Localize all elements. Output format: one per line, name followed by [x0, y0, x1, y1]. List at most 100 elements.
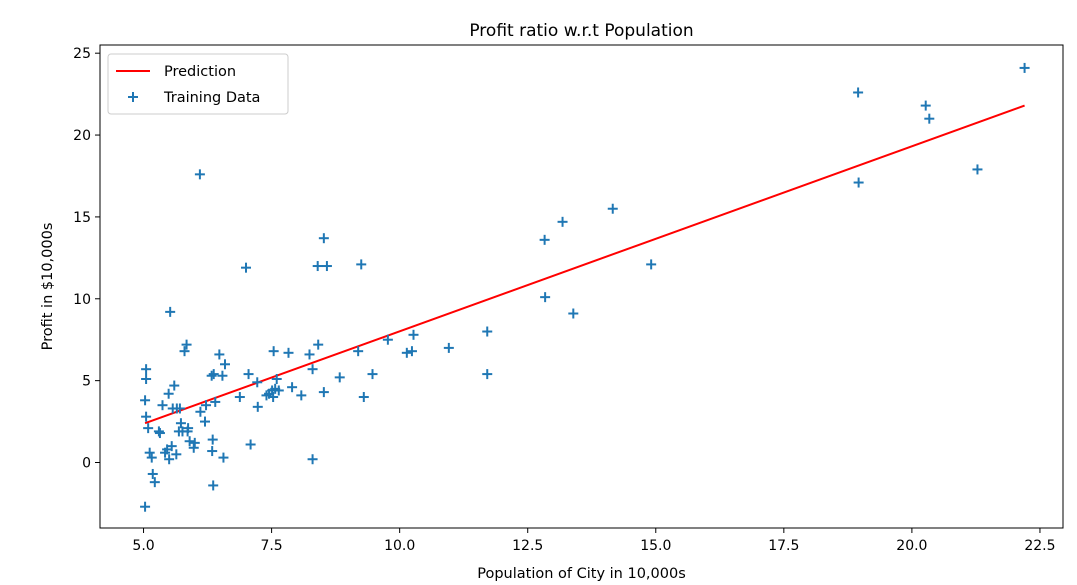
- y-tick-label: 10: [73, 292, 91, 308]
- legend-item: Training Data: [128, 90, 260, 106]
- training-data-point: [175, 418, 186, 429]
- training-data-point: [218, 452, 229, 463]
- x-tick-label: 10.0: [384, 538, 415, 554]
- legend: Prediction Training Data: [107, 53, 289, 115]
- training-data-point: [147, 468, 158, 479]
- prediction-line: [144, 104, 1025, 425]
- training-data-point: [307, 364, 318, 375]
- training-data-point: [219, 359, 230, 370]
- training-data-point: [157, 400, 168, 411]
- x-tick-label: 12.5: [512, 538, 543, 554]
- training-data-point: [318, 233, 329, 244]
- training-data-point: [312, 261, 323, 272]
- training-data-point: [252, 377, 263, 388]
- legend-label: Training Data: [163, 90, 260, 106]
- training-data-point: [164, 454, 175, 465]
- training-data-point: [406, 346, 417, 357]
- training-data-point: [252, 401, 263, 412]
- plot-area: [140, 62, 1030, 512]
- training-data-point: [1019, 62, 1030, 73]
- training-data-point: [271, 374, 282, 385]
- training-data-point: [401, 347, 412, 358]
- training-data-point: [141, 374, 152, 385]
- training-data-point: [208, 369, 219, 380]
- training-data-point: [210, 396, 221, 407]
- training-data-point: [321, 261, 332, 272]
- training-data-point: [207, 434, 218, 445]
- y-tick-label: 5: [82, 374, 91, 390]
- training-data-point: [200, 416, 211, 427]
- training-data-point: [181, 339, 192, 350]
- training-data-point: [174, 403, 185, 414]
- x-tick-label: 15.0: [640, 538, 671, 554]
- training-data-point: [304, 349, 315, 360]
- training-data-point: [367, 369, 378, 380]
- training-data-point: [358, 392, 369, 403]
- training-data-point: [568, 308, 579, 319]
- training-data-point: [195, 406, 206, 417]
- legend-item: Prediction: [116, 64, 236, 80]
- training-data-point: [853, 177, 864, 188]
- training-data-point: [154, 428, 165, 439]
- training-data-point: [646, 259, 657, 270]
- y-tick-label: 15: [73, 210, 91, 226]
- training-data-point: [356, 259, 367, 270]
- x-tick-label: 7.5: [260, 538, 282, 554]
- x-axis: 5.0 7.5 10.0 12.5 15.0 17.5 20.0 22.5: [132, 528, 1056, 554]
- training-data-point: [208, 480, 219, 491]
- legend-label: Prediction: [164, 64, 236, 80]
- training-data-point: [214, 349, 225, 360]
- y-axis: 0 5 10 15 20 25: [73, 46, 100, 472]
- training-data-point: [273, 385, 284, 396]
- training-data-point: [557, 216, 568, 227]
- training-data-point: [283, 347, 294, 358]
- training-data-point: [382, 334, 393, 345]
- training-data-point: [482, 326, 493, 337]
- y-tick-label: 0: [82, 456, 91, 472]
- training-data-point: [240, 262, 251, 273]
- training-data-point: [169, 380, 180, 391]
- training-data-point: [141, 411, 152, 422]
- legend-box: [107, 53, 289, 115]
- x-tick-label: 20.0: [896, 538, 927, 554]
- training-data-point: [443, 342, 454, 353]
- training-data-point: [245, 439, 256, 450]
- training-data-point: [924, 113, 935, 124]
- training-data-point: [313, 339, 324, 350]
- training-data-point: [163, 388, 174, 399]
- training-data-point: [243, 369, 254, 380]
- training-data-point: [268, 346, 279, 357]
- y-axis-label: Profit in $10,000s: [40, 223, 56, 351]
- training-data-point: [166, 441, 177, 452]
- training-data-point: [179, 346, 190, 357]
- training-data-point: [149, 477, 160, 488]
- training-data-point: [143, 423, 154, 434]
- training-data-point: [140, 501, 151, 512]
- training-data-point: [194, 169, 205, 180]
- training-data-point: [296, 390, 307, 401]
- training-data-point: [540, 292, 551, 303]
- training-data-point: [318, 387, 329, 398]
- x-tick-label: 5.0: [132, 538, 154, 554]
- training-data-point: [972, 164, 983, 175]
- training-data-point: [307, 454, 318, 465]
- training-data-point: [353, 346, 364, 357]
- training-data-point: [171, 449, 182, 460]
- training-data-point: [153, 426, 164, 437]
- chart-title: Profit ratio w.r.t Population: [469, 21, 693, 41]
- training-data-point: [183, 423, 194, 434]
- training-data-point: [268, 392, 279, 403]
- training-data-point: [146, 452, 157, 463]
- training-data-point: [334, 372, 345, 383]
- x-tick-label: 22.5: [1024, 538, 1055, 554]
- training-data-point: [144, 447, 155, 458]
- training-data-point: [184, 436, 195, 447]
- legend-marker-swatch: [128, 92, 138, 102]
- x-tick-label: 17.5: [768, 538, 799, 554]
- training-data-point: [140, 395, 151, 406]
- training-data-point: [141, 364, 152, 375]
- y-tick-label: 20: [73, 128, 91, 144]
- training-data-point: [853, 87, 864, 98]
- training-data-point: [920, 100, 931, 111]
